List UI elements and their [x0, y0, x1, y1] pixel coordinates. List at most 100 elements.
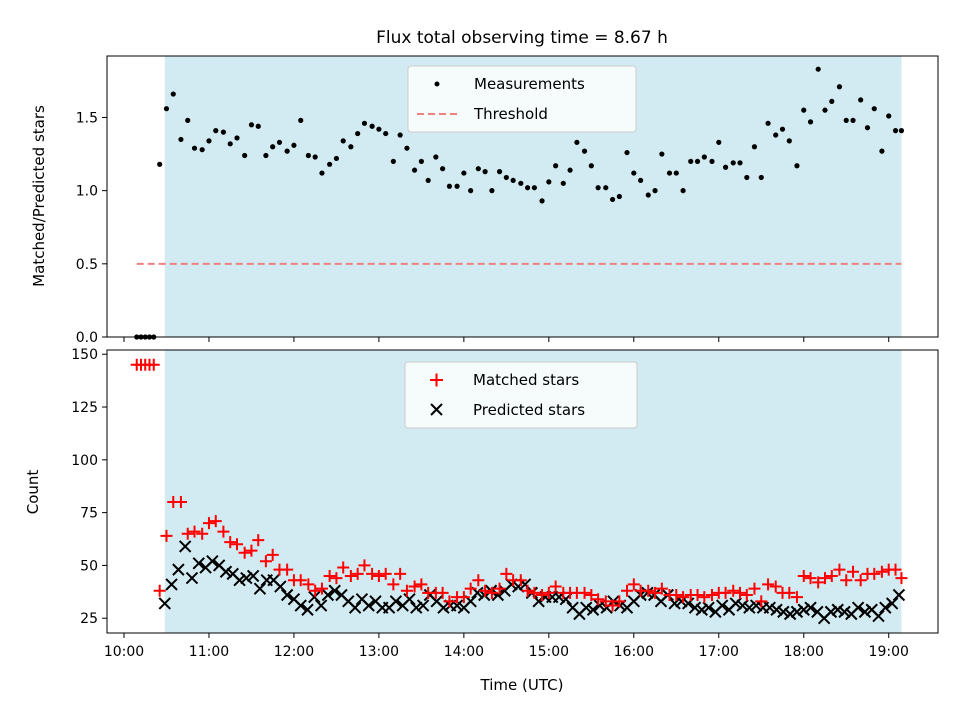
x-tick-label: 13:00: [359, 644, 399, 660]
measurement-point: [199, 147, 205, 153]
matched-star-point: [542, 586, 555, 599]
measurement-point: [631, 170, 637, 176]
predicted-star-point: [715, 599, 729, 612]
matched-star-point: [769, 580, 782, 593]
measurement-point: [404, 145, 410, 151]
measurement-point: [744, 174, 750, 181]
predicted-star-point: [206, 554, 219, 568]
matched-star-point: [259, 555, 272, 568]
matched-star-point: [188, 525, 201, 538]
top-legend: Measurements Threshold: [407, 65, 637, 133]
measurement-point: [397, 132, 403, 138]
y-tick-label: 0.5: [76, 257, 98, 273]
matched-star-point: [302, 578, 315, 591]
matched-star-point: [224, 536, 237, 549]
measurement-point: [524, 185, 531, 191]
matched-star-point: [627, 578, 640, 591]
measurement-point: [807, 119, 814, 125]
predicted-star-point: [158, 597, 171, 610]
matched-star-point: [655, 582, 668, 595]
predicted-star-point: [192, 557, 205, 570]
measurement-point: [482, 169, 488, 175]
measurement-point: [496, 169, 503, 175]
predicted-star-point: [797, 603, 810, 616]
matched-star-point: [400, 584, 413, 597]
predicted-star-point: [274, 580, 287, 593]
measurement-point: [815, 66, 821, 72]
measurement-point: [758, 174, 764, 181]
predicted-star-point: [688, 601, 702, 614]
predicted-star-point: [253, 582, 267, 595]
matched-star-point: [734, 586, 747, 599]
matched-star-point: [804, 572, 817, 585]
matched-star-point: [323, 569, 336, 582]
y-tick-label: 0.0: [76, 330, 98, 346]
measurement-point: [270, 144, 276, 150]
predicted-star-point: [246, 569, 260, 583]
measurement-point: [333, 155, 340, 162]
measurement-point: [242, 152, 248, 159]
matched-star-point: [366, 567, 379, 580]
measurement-point: [206, 138, 212, 144]
matched-star-point: [825, 569, 838, 582]
predicted-star-point: [681, 597, 695, 610]
predicted-star-point: [165, 578, 178, 591]
measurement-point: [227, 141, 233, 147]
top-x-ticks: [123, 337, 890, 342]
measurement-point: [871, 106, 877, 112]
predicted-star-point: [294, 599, 307, 612]
top-legend-box: [407, 65, 637, 133]
bottom-y-axis-label: Count: [24, 470, 42, 515]
matched-star-point: [621, 584, 634, 597]
matched-star-point: [443, 595, 456, 608]
matched-star-point: [578, 586, 591, 599]
matched-star-point: [670, 588, 683, 601]
bottom-legend-box: [404, 361, 638, 429]
matched-star-point: [521, 584, 534, 597]
matched-star-point: [415, 578, 428, 591]
matched-star-point: [330, 572, 343, 585]
matched-star-points: [130, 358, 908, 612]
measurement-point: [595, 185, 601, 191]
matched-star-point: [209, 515, 222, 528]
y-tick-label: 125: [71, 400, 98, 416]
matched-star-point: [762, 578, 775, 591]
matched-star-point: [493, 582, 506, 595]
matched-star-point: [479, 584, 492, 597]
predicted-star-point: [763, 601, 776, 614]
matched-legend-marker: [430, 373, 443, 387]
predicted-star-point: [178, 540, 192, 553]
measurement-point: [603, 185, 609, 191]
matched-star-point: [833, 563, 846, 576]
matched-star-point: [592, 593, 605, 606]
measurement-point: [829, 98, 835, 104]
matched-star-point: [840, 574, 853, 587]
measurement-point: [361, 120, 368, 126]
predicted-star-point: [580, 601, 593, 614]
matched-star-point: [818, 572, 831, 585]
measurement-point: [433, 154, 439, 160]
measurement-point: [546, 179, 552, 185]
predicted-star-point: [403, 593, 416, 606]
x-tick-label: 17:00: [699, 644, 739, 660]
measurement-point: [716, 139, 722, 145]
measurement-point: [369, 123, 375, 129]
measurement-point: [298, 117, 304, 123]
matched-star-point: [181, 527, 194, 540]
matched-star-point: [160, 529, 173, 542]
count-panel: 25 50 75 100 125 150 10:00 11:00 12:00 13:00 14:0…: [24, 347, 939, 694]
measurement-point: [518, 180, 524, 186]
measurement-point: [248, 122, 255, 128]
measurement-point: [440, 166, 446, 172]
measurement-point: [843, 117, 849, 123]
matched-star-point: [485, 586, 498, 599]
matched-star-point: [536, 588, 549, 601]
x-tick-label: 11:00: [189, 644, 229, 660]
predicted-star-point: [491, 588, 505, 602]
measurement-point: [666, 170, 673, 176]
predicted-star-point: [389, 595, 403, 608]
measurements-legend-marker: [434, 81, 440, 87]
matched-star-point: [727, 584, 740, 597]
threshold-legend-label: Threshold: [473, 105, 548, 123]
predicted-star-point: [770, 603, 783, 616]
